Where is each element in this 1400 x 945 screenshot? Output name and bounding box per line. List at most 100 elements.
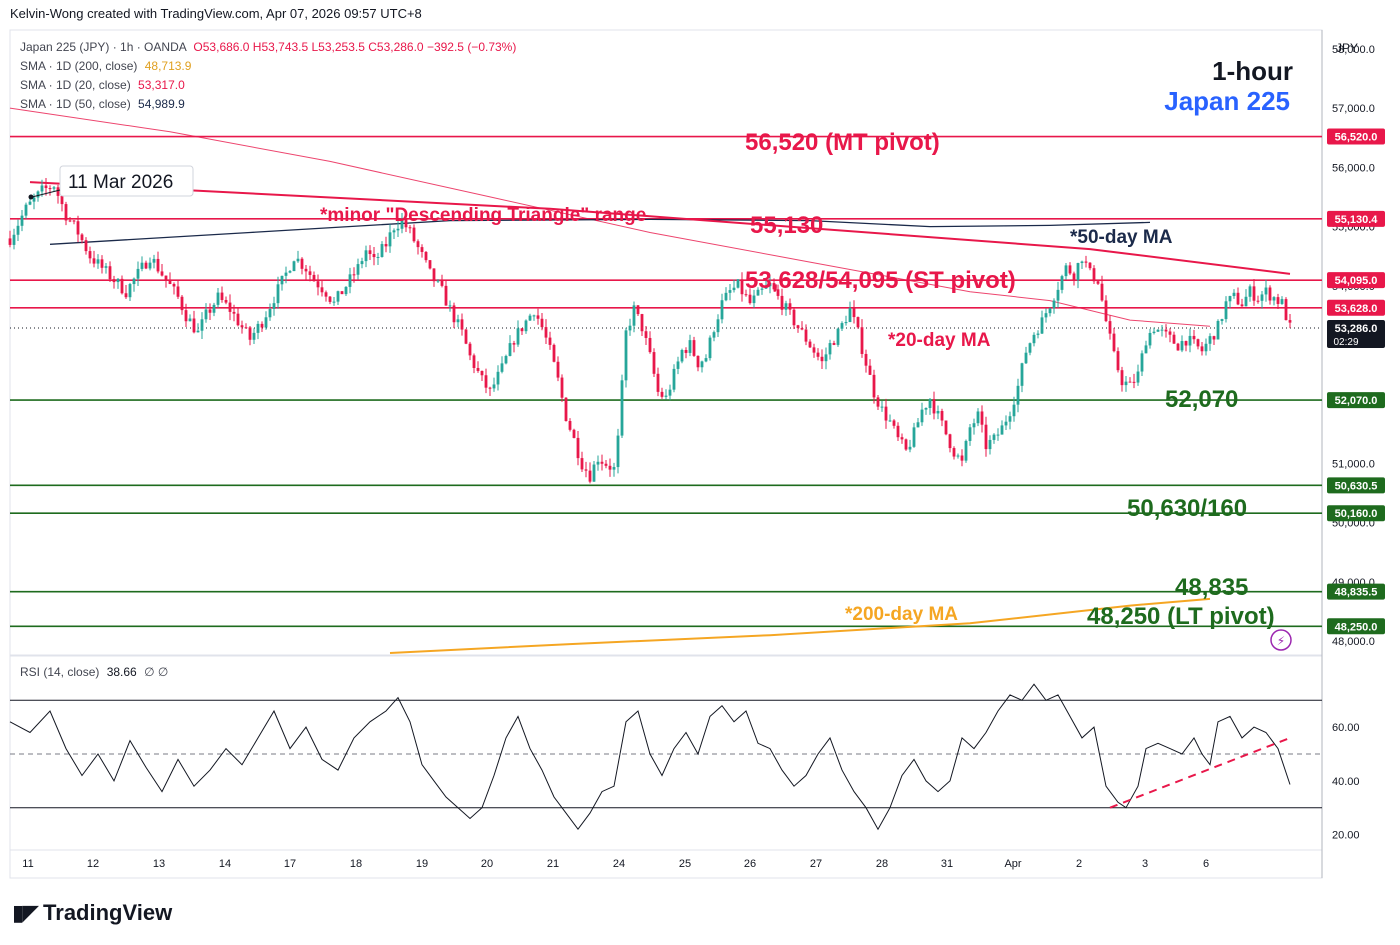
candle-body	[840, 323, 844, 329]
candle-body	[192, 318, 196, 333]
candle-body	[1196, 339, 1200, 347]
candle-body	[220, 292, 224, 300]
candle-body	[48, 188, 52, 190]
candle-body	[1172, 334, 1176, 344]
price-badge	[1327, 618, 1385, 635]
axis-ticks: 58,000.057,000.056,000.055,000.054,000.0…	[22, 44, 1375, 870]
candle-body	[628, 325, 632, 331]
candle-body	[968, 427, 972, 441]
countdown-text: 02:29	[1333, 337, 1358, 348]
tradingview-logo[interactable]: ▮◤ TradingView	[12, 900, 172, 926]
candle-body	[508, 343, 512, 356]
candle-body	[612, 467, 616, 470]
candle-body	[36, 191, 40, 198]
candle-body	[972, 423, 976, 428]
candle-body	[868, 365, 872, 375]
legend-rsi-extra: ∅ ∅	[144, 665, 169, 679]
legend-rsi-value: 38.66	[106, 665, 137, 679]
candle-body	[316, 281, 320, 288]
candle-body	[1212, 336, 1216, 340]
candle-body	[168, 279, 172, 284]
candle-body	[1016, 385, 1020, 405]
candle-body	[88, 251, 92, 259]
candle-body	[736, 279, 740, 288]
candle-body	[780, 295, 784, 310]
candle-body	[1060, 276, 1064, 290]
candle-body	[96, 259, 100, 264]
candle-body	[804, 329, 808, 342]
legend-ohlc: O53,686.0 H53,743.5 L53,253.5 C53,286.0 …	[193, 40, 517, 54]
candle-body	[1120, 370, 1124, 386]
candle-body	[1000, 425, 1004, 435]
candle-body	[468, 343, 472, 356]
candle-body	[1160, 329, 1164, 331]
date-callout-pointer	[31, 189, 61, 198]
candle-body	[1052, 300, 1056, 309]
candle-body	[660, 391, 664, 397]
candle-body	[160, 271, 164, 276]
candle-body	[232, 311, 236, 314]
candle-body	[1080, 261, 1084, 264]
alert-icon-glyph: ⚡	[1277, 634, 1285, 648]
candle-body	[864, 353, 868, 366]
candle-body	[472, 355, 476, 368]
price-badge-text: 55,130.4	[1335, 214, 1379, 226]
candle-body	[536, 315, 540, 319]
candle-body	[8, 238, 12, 245]
candle-body	[836, 328, 840, 345]
price-badge	[1327, 210, 1385, 227]
candle-body	[1064, 265, 1068, 277]
candle-body	[676, 361, 680, 369]
candle-body	[432, 268, 436, 282]
rsi-bands	[10, 699, 1322, 809]
price-badge-text: 56,520.0	[1335, 132, 1378, 144]
candle-body	[544, 327, 548, 338]
candle-body	[600, 461, 604, 464]
candle-body	[340, 291, 344, 295]
candle-body	[824, 354, 828, 362]
candle-body	[884, 406, 888, 421]
candle-body	[196, 330, 200, 333]
candle-body	[732, 287, 736, 291]
currency-label[interactable]: JPY	[1336, 41, 1359, 55]
candle-body	[356, 264, 360, 275]
candle-body	[692, 340, 696, 356]
candle-body	[264, 317, 268, 328]
candle-body	[948, 434, 952, 449]
title-timeframe: 1-hour	[1212, 56, 1293, 86]
label-50630: 50,630/160	[1127, 495, 1247, 522]
candle-body	[172, 283, 176, 287]
price-badge	[1327, 505, 1385, 522]
candle-body	[964, 440, 968, 461]
candle-body	[208, 309, 212, 313]
tradingview-logo-text: TradingView	[43, 900, 173, 925]
candle-body	[120, 278, 124, 294]
candle-body	[272, 303, 276, 309]
price-badge	[1327, 477, 1385, 494]
candle-body	[60, 195, 64, 205]
candle-body	[344, 286, 348, 295]
candle-body	[84, 240, 88, 252]
candle-body	[712, 332, 716, 338]
candle-body	[996, 434, 1000, 436]
candle-body	[652, 352, 656, 374]
label-ma20: *20-day MA	[888, 330, 991, 351]
candle-body	[204, 309, 208, 320]
candle-body	[920, 409, 924, 423]
candle-body	[68, 220, 72, 222]
candle-body	[820, 356, 824, 362]
candle-body	[320, 287, 324, 293]
price-tick-label: 57,000.0	[1332, 103, 1375, 115]
candle-body	[988, 439, 992, 450]
candle-body	[416, 241, 420, 248]
candle-body	[1204, 343, 1208, 352]
candle-body	[576, 437, 580, 459]
moving-averages	[9, 107, 1291, 654]
legend-sma200: SMA · 1D (200, close) 48,713.9	[20, 59, 191, 73]
candle-body	[1236, 292, 1240, 305]
candles	[8, 177, 1292, 484]
candle-body	[300, 258, 304, 269]
candle-body	[128, 284, 132, 298]
legend-sma200-value: 48,713.9	[144, 59, 192, 73]
